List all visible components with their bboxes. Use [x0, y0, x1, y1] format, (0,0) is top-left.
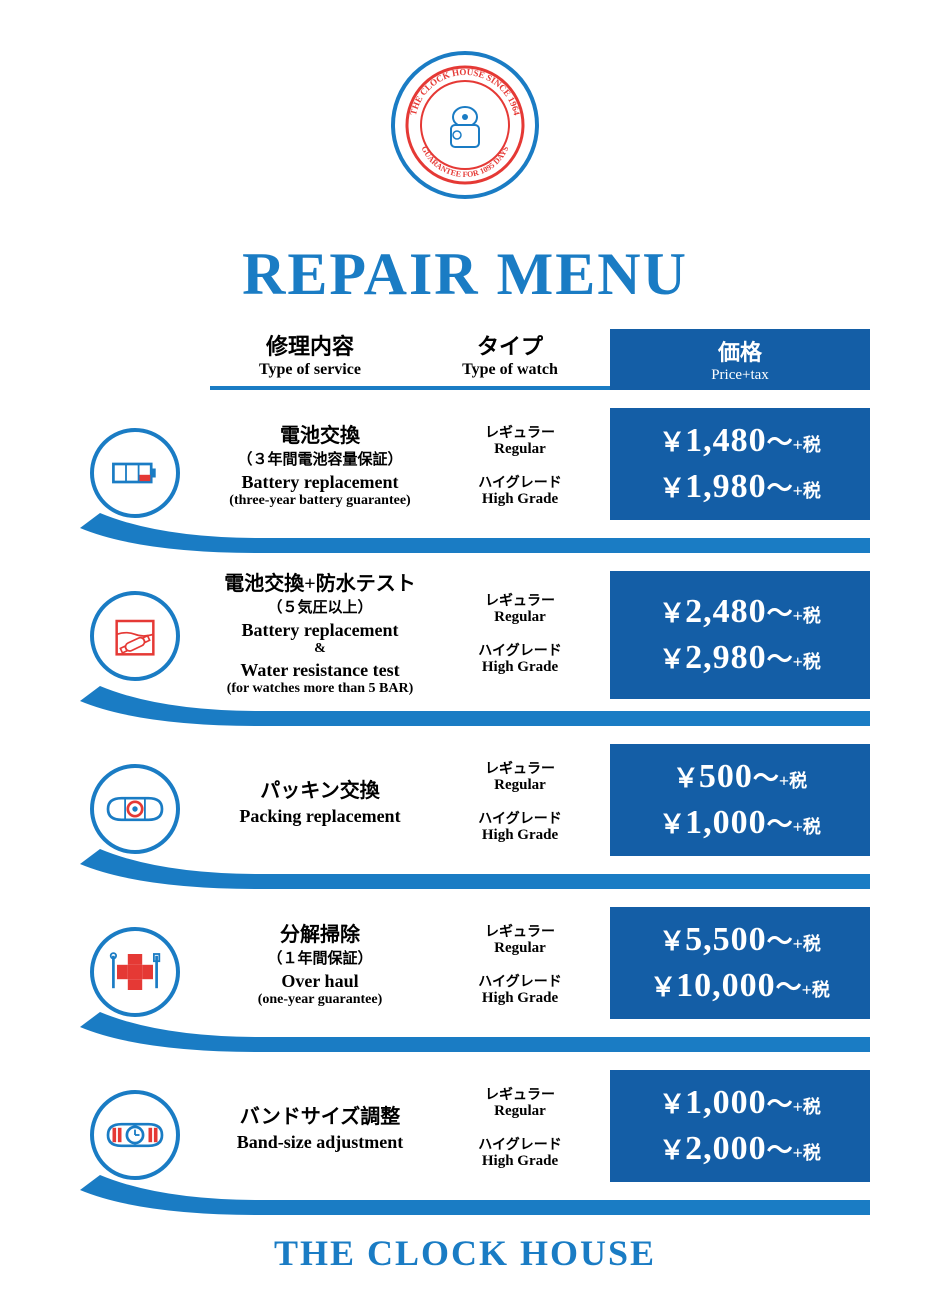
service-row: 電池交換（３年間電池容量保証） Battery replacement(three… — [0, 408, 930, 553]
header-price-en: Price+tax — [610, 367, 870, 384]
service-content: 分解掃除（１年間保証） Over haul(one-year guarantee)… — [210, 907, 610, 1052]
watch-type-column: レギュラー Regular ハイグレード High Grade — [430, 907, 610, 1052]
header-type-jp: タイプ — [410, 329, 610, 361]
service-description: 分解掃除（１年間保証） Over haul(one-year guarantee) — [210, 907, 430, 1052]
price-highgrade: ￥2,980～+税 — [659, 639, 821, 677]
service-en-sub: (one-year guarantee) — [258, 992, 383, 1008]
type-highgrade: ハイグレード High Grade — [478, 812, 561, 844]
band-icon — [90, 1090, 180, 1180]
footer-brand: THE CLOCK HOUSE — [0, 1232, 930, 1274]
battery-icon — [90, 428, 180, 518]
price-block: ￥2,480～+税 ￥2,980～+税 — [610, 571, 870, 699]
service-row: パッキン交換 Packing replacement レギュラー Regular … — [0, 744, 930, 889]
service-en2: Water resistance test — [240, 661, 399, 681]
type-highgrade: ハイグレード High Grade — [478, 476, 561, 508]
price-block: ￥1,480～+税 ￥1,980～+税 — [610, 408, 870, 520]
service-description: パッキン交換 Packing replacement — [210, 744, 430, 889]
service-jp-sub: （３年間電池容量保証） — [237, 448, 402, 469]
header-service-en: Type of service — [210, 361, 410, 379]
service-jp: 分解掃除 — [280, 923, 360, 947]
service-content: 電池交換（３年間電池容量保証） Battery replacement(three… — [210, 408, 610, 553]
price-block: ￥500～+税 ￥1,000～+税 — [610, 744, 870, 856]
price-block: ￥5,500～+税 ￥10,000～+税 — [610, 907, 870, 1019]
header-price-jp: 価格 — [610, 335, 870, 367]
ampersand: & — [314, 641, 326, 657]
service-en: Battery replacement — [241, 621, 398, 641]
service-content: バンドサイズ調整 Band-size adjustment レギュラー Regul… — [210, 1070, 610, 1215]
service-en: Over haul — [281, 972, 358, 992]
type-regular: レギュラー Regular — [485, 1088, 555, 1120]
service-row: 分解掃除（１年間保証） Over haul(one-year guarantee)… — [0, 907, 930, 1052]
service-jp: バンドサイズ調整 — [240, 1105, 400, 1129]
type-highgrade: ハイグレード High Grade — [478, 644, 561, 676]
service-jp: 電池交換+防水テスト — [224, 572, 415, 596]
packing-icon — [90, 764, 180, 854]
service-en: Battery replacement — [241, 473, 398, 493]
page-title: REPAIR MENU — [0, 240, 930, 309]
service-content: 電池交換+防水テスト（５気圧以上） Battery replacement& Wat… — [210, 571, 610, 726]
price-regular: ￥1,480～+税 — [659, 422, 821, 460]
price-regular: ￥2,480～+税 — [659, 593, 821, 631]
service-jp: パッキン交換 — [260, 779, 379, 803]
type-regular: レギュラー Regular — [485, 594, 555, 626]
type-highgrade: ハイグレード High Grade — [478, 1138, 561, 1170]
header-service-jp: 修理内容 — [210, 329, 410, 361]
price-regular: ￥1,000～+税 — [659, 1084, 821, 1122]
price-block: ￥1,000～+税 ￥2,000～+税 — [610, 1070, 870, 1182]
service-row: バンドサイズ調整 Band-size adjustment レギュラー Regul… — [0, 1070, 930, 1215]
price-highgrade: ￥2,000～+税 — [659, 1130, 821, 1168]
table-header: 修理内容 Type of service タイプ Type of watch 価… — [210, 329, 870, 390]
logo-area: THE CLOCK HOUSE SINCE 1964 GUARANTEE FOR… — [0, 0, 930, 200]
service-en-sub: (three-year battery guarantee) — [229, 493, 410, 509]
type-regular: レギュラー Regular — [485, 762, 555, 794]
price-highgrade: ￥10,000～+税 — [650, 967, 830, 1005]
watch-type-column: レギュラー Regular ハイグレード High Grade — [430, 1070, 610, 1215]
water-icon — [90, 591, 180, 681]
service-description: バンドサイズ調整 Band-size adjustment — [210, 1070, 430, 1215]
service-jp: 電池交換 — [280, 424, 360, 448]
watch-type-column: レギュラー Regular ハイグレード High Grade — [430, 744, 610, 889]
type-highgrade: ハイグレード High Grade — [478, 975, 561, 1007]
price-highgrade: ￥1,980～+税 — [659, 468, 821, 506]
watch-type-column: レギュラー Regular ハイグレード High Grade — [430, 571, 610, 726]
header-price: 価格 Price+tax — [610, 329, 870, 390]
price-regular: ￥5,500～+税 — [659, 921, 821, 959]
service-jp-sub: （５気圧以上） — [267, 596, 372, 617]
type-regular: レギュラー Regular — [485, 426, 555, 458]
service-jp-sub: （１年間保証） — [267, 947, 372, 968]
price-highgrade: ￥1,000～+税 — [659, 804, 821, 842]
header-type-en: Type of watch — [410, 361, 610, 379]
overhaul-icon — [90, 927, 180, 1017]
watch-type-column: レギュラー Regular ハイグレード High Grade — [430, 408, 610, 553]
service-en-sub: (for watches more than 5 BAR) — [227, 681, 414, 697]
brand-logo: THE CLOCK HOUSE SINCE 1964 GUARANTEE FOR… — [390, 50, 540, 200]
service-en: Band-size adjustment — [237, 1133, 404, 1153]
service-content: パッキン交換 Packing replacement レギュラー Regular … — [210, 744, 610, 889]
service-description: 電池交換+防水テスト（５気圧以上） Battery replacement& Wat… — [210, 571, 430, 726]
type-regular: レギュラー Regular — [485, 925, 555, 957]
service-en: Packing replacement — [239, 807, 400, 827]
service-description: 電池交換（３年間電池容量保証） Battery replacement(three… — [210, 408, 430, 553]
price-regular: ￥500～+税 — [673, 758, 807, 796]
service-row: 電池交換+防水テスト（５気圧以上） Battery replacement& Wat… — [0, 571, 930, 726]
